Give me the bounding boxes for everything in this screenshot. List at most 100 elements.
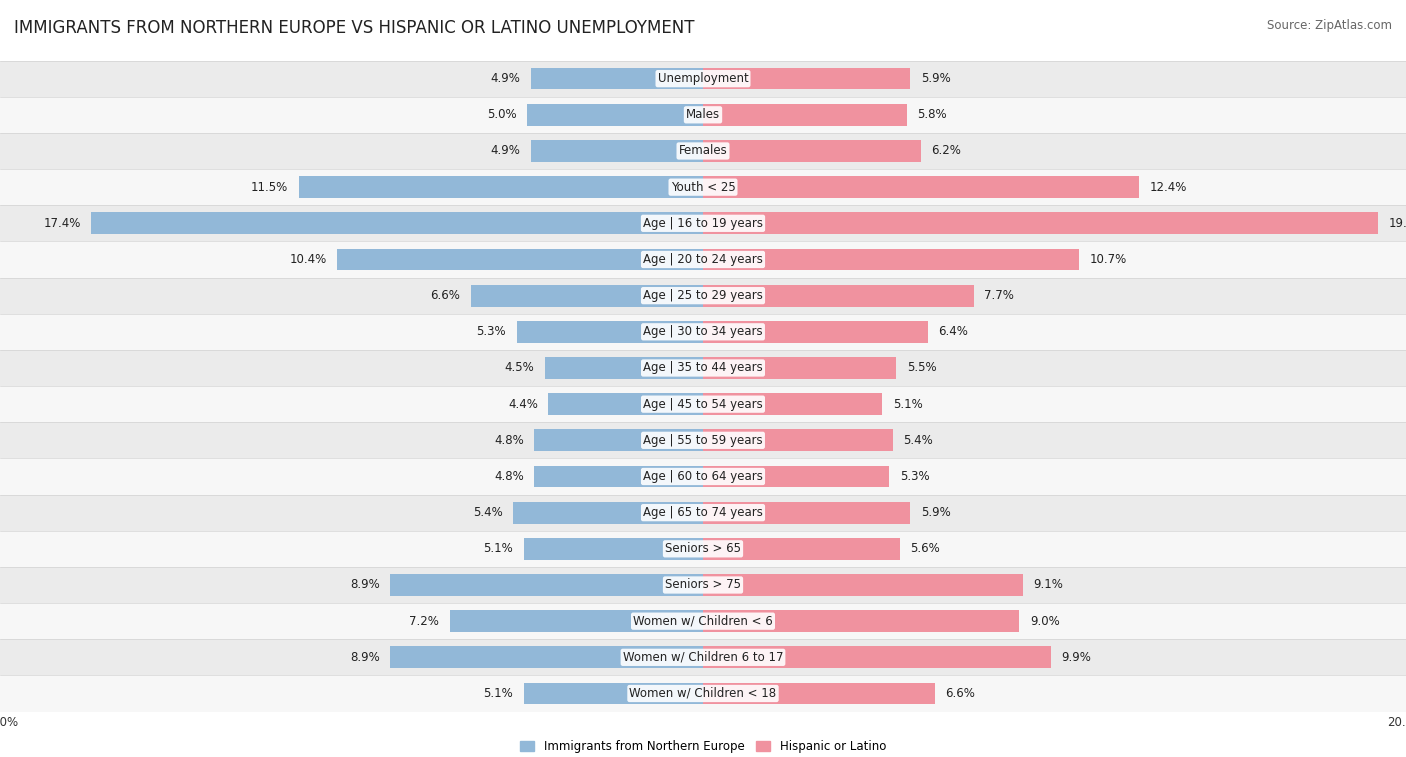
Text: 4.4%: 4.4% [508, 397, 537, 410]
Bar [703, 574, 1024, 596]
Text: 6.4%: 6.4% [939, 326, 969, 338]
Text: 6.6%: 6.6% [945, 687, 976, 700]
Text: 5.1%: 5.1% [484, 542, 513, 556]
Text: 5.5%: 5.5% [907, 362, 936, 375]
Bar [703, 646, 1052, 668]
Bar [0, 675, 1406, 712]
Bar [0, 241, 1406, 278]
Bar [703, 357, 897, 378]
Bar [534, 429, 703, 451]
Bar [0, 313, 1406, 350]
Text: 4.9%: 4.9% [491, 145, 520, 157]
Text: Females: Females [679, 145, 727, 157]
Text: 8.9%: 8.9% [350, 578, 380, 591]
Text: 5.4%: 5.4% [472, 506, 503, 519]
Text: 4.9%: 4.9% [491, 72, 520, 85]
Text: Age | 20 to 24 years: Age | 20 to 24 years [643, 253, 763, 266]
Bar [703, 466, 889, 488]
Bar [0, 169, 1406, 205]
Text: 7.2%: 7.2% [409, 615, 439, 628]
Text: 12.4%: 12.4% [1150, 181, 1187, 194]
Bar [450, 610, 703, 632]
Text: Women w/ Children < 6: Women w/ Children < 6 [633, 615, 773, 628]
Bar [527, 104, 703, 126]
Bar [703, 683, 935, 704]
Bar [0, 422, 1406, 459]
Text: Youth < 25: Youth < 25 [671, 181, 735, 194]
Bar [703, 538, 900, 559]
Text: 11.5%: 11.5% [252, 181, 288, 194]
Text: Age | 45 to 54 years: Age | 45 to 54 years [643, 397, 763, 410]
Text: 6.6%: 6.6% [430, 289, 461, 302]
Bar [391, 646, 703, 668]
Bar [0, 278, 1406, 313]
Bar [0, 567, 1406, 603]
Bar [703, 502, 911, 524]
Text: Unemployment: Unemployment [658, 72, 748, 85]
Bar [703, 285, 973, 307]
Bar [703, 140, 921, 162]
Bar [703, 394, 883, 415]
Bar [0, 61, 1406, 97]
Bar [703, 248, 1080, 270]
Text: 8.9%: 8.9% [350, 651, 380, 664]
Text: 5.9%: 5.9% [921, 72, 950, 85]
Text: Males: Males [686, 108, 720, 121]
Bar [0, 603, 1406, 639]
Bar [337, 248, 703, 270]
Text: Age | 30 to 34 years: Age | 30 to 34 years [643, 326, 763, 338]
Bar [0, 133, 1406, 169]
Bar [391, 574, 703, 596]
Bar [703, 321, 928, 343]
Bar [0, 459, 1406, 494]
Text: 5.1%: 5.1% [893, 397, 922, 410]
Text: 9.9%: 9.9% [1062, 651, 1091, 664]
Bar [703, 68, 911, 89]
Text: 17.4%: 17.4% [44, 217, 82, 230]
Bar [703, 610, 1019, 632]
Text: Age | 65 to 74 years: Age | 65 to 74 years [643, 506, 763, 519]
Bar [0, 494, 1406, 531]
Text: 9.0%: 9.0% [1029, 615, 1060, 628]
Text: Source: ZipAtlas.com: Source: ZipAtlas.com [1267, 19, 1392, 32]
Legend: Immigrants from Northern Europe, Hispanic or Latino: Immigrants from Northern Europe, Hispani… [515, 735, 891, 757]
Bar [703, 429, 893, 451]
Text: Seniors > 75: Seniors > 75 [665, 578, 741, 591]
Bar [471, 285, 703, 307]
Bar [0, 350, 1406, 386]
Bar [513, 502, 703, 524]
Text: 4.8%: 4.8% [494, 434, 524, 447]
Bar [0, 531, 1406, 567]
Text: Age | 35 to 44 years: Age | 35 to 44 years [643, 362, 763, 375]
Text: 5.3%: 5.3% [477, 326, 506, 338]
Text: 7.7%: 7.7% [984, 289, 1014, 302]
Bar [531, 140, 703, 162]
Bar [0, 97, 1406, 133]
Text: 5.6%: 5.6% [911, 542, 941, 556]
Text: 4.5%: 4.5% [505, 362, 534, 375]
Text: Age | 55 to 59 years: Age | 55 to 59 years [643, 434, 763, 447]
Bar [524, 683, 703, 704]
Text: 10.4%: 10.4% [290, 253, 326, 266]
Bar [0, 205, 1406, 241]
Text: 5.9%: 5.9% [921, 506, 950, 519]
Bar [0, 639, 1406, 675]
Text: 9.1%: 9.1% [1033, 578, 1063, 591]
Text: 5.1%: 5.1% [484, 687, 513, 700]
Text: Age | 16 to 19 years: Age | 16 to 19 years [643, 217, 763, 230]
Text: 10.7%: 10.7% [1090, 253, 1126, 266]
Bar [531, 68, 703, 89]
Bar [546, 357, 703, 378]
Bar [524, 538, 703, 559]
Bar [91, 213, 703, 234]
Text: 19.2%: 19.2% [1389, 217, 1406, 230]
Bar [703, 213, 1378, 234]
Bar [548, 394, 703, 415]
Bar [0, 386, 1406, 422]
Bar [703, 176, 1139, 198]
Text: Women w/ Children < 18: Women w/ Children < 18 [630, 687, 776, 700]
Text: Seniors > 65: Seniors > 65 [665, 542, 741, 556]
Text: 5.4%: 5.4% [904, 434, 934, 447]
Bar [703, 104, 907, 126]
Text: 4.8%: 4.8% [494, 470, 524, 483]
